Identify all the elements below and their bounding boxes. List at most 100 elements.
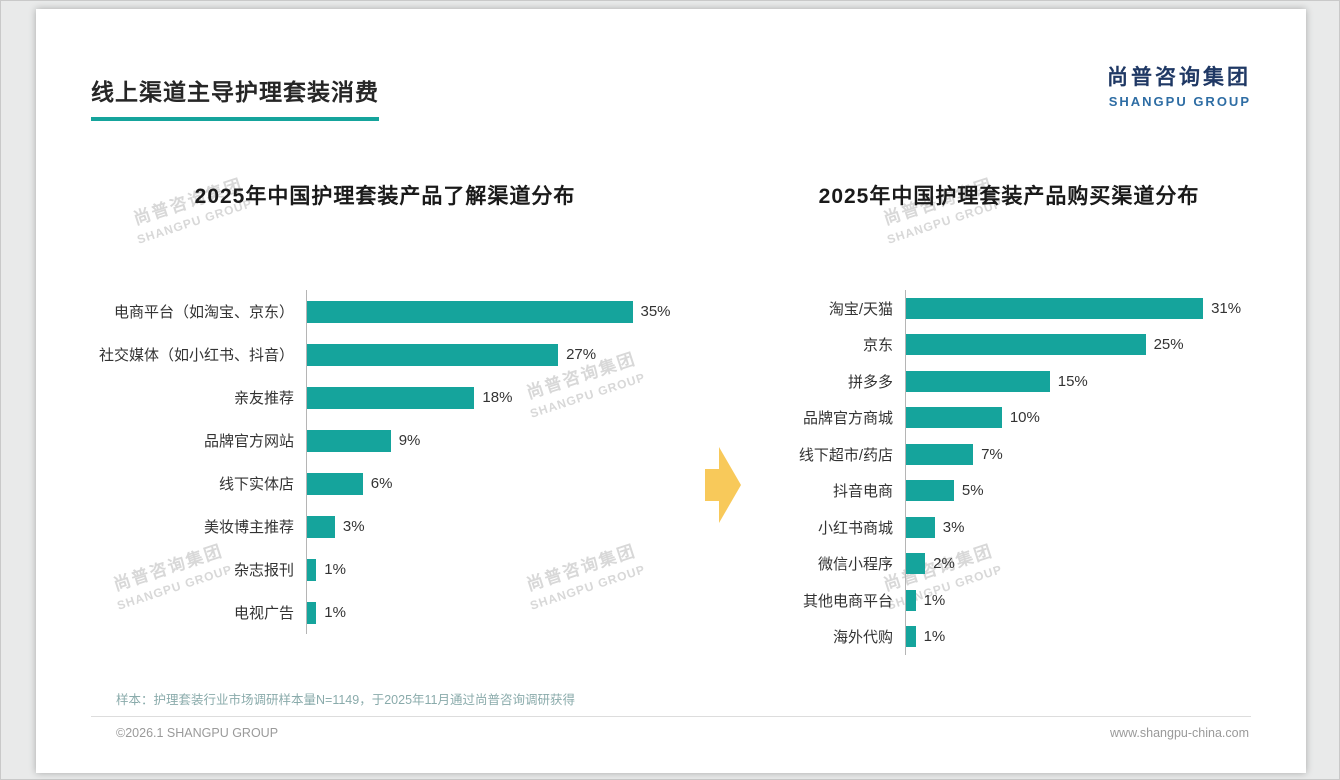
bar-track: 2% (905, 545, 1251, 582)
bar (307, 343, 559, 366)
bar (906, 516, 935, 538)
bar (307, 472, 363, 495)
category-label: 美妆博主推荐 (203, 519, 294, 536)
sample-note: 样本：护理套装行业市场调研样本量N=1149，于2025年11月通过尚普咨询调研… (116, 693, 575, 707)
category-label: 京东 (862, 337, 893, 355)
chart-row: 其他电商平台 1% (767, 582, 1251, 619)
category-label: 亲友推荐 (233, 390, 294, 407)
value-label: 35% (640, 303, 671, 320)
website-url: www.shangpu-china.com (1110, 726, 1249, 740)
value-label: 3% (942, 518, 965, 536)
value-label: 9% (398, 432, 421, 449)
bar-track: 7% (905, 436, 1251, 473)
bar (906, 370, 1050, 392)
category-label: 微信小程序 (817, 556, 893, 574)
bar-track: 10% (905, 399, 1251, 436)
company-logo: 尚普咨询集团 SHANGPU GROUP (1107, 61, 1251, 109)
bar (307, 300, 633, 323)
value-label: 1% (923, 628, 946, 646)
bar-track: 5% (905, 472, 1251, 509)
category-label: 线下超市/药店 (798, 446, 893, 464)
value-label: 7% (981, 445, 1003, 463)
category-label: 其他电商平台 (802, 592, 893, 610)
category-label: 社交媒体（如小红书、抖音） (98, 347, 294, 364)
bar-track: 3% (306, 505, 679, 548)
logo-text-en: SHANGPU GROUP (1108, 94, 1251, 109)
category-label: 品牌官方商城 (802, 410, 893, 428)
footer: ©2026.1 SHANGPU GROUP www.shangpu-china.… (91, 717, 1251, 740)
chart-row: 品牌官方网站 9% (91, 419, 679, 462)
category-label: 拼多多 (847, 373, 893, 391)
bar (906, 407, 1002, 429)
chart-row: 京东 25% (767, 326, 1251, 363)
bar (307, 601, 317, 624)
footer-divider (91, 716, 1251, 717)
bar-track: 1% (905, 618, 1251, 655)
chart-row: 电商平台（如淘宝、京东） 35% (91, 290, 679, 333)
category-label: 淘宝/天猫 (828, 300, 893, 318)
bar-track: 3% (905, 509, 1251, 546)
chart-row: 海外代购 1% (767, 618, 1251, 655)
bar-track: 1% (306, 591, 679, 634)
slide-content: 尚普咨询集团 SHANGPU GROUP 尚普咨询集团 SHANGPU GROU… (36, 9, 1306, 773)
bar-track: 31% (905, 290, 1251, 327)
category-label: 电商平台（如淘宝、京东） (113, 304, 294, 321)
bar-track: 1% (905, 582, 1251, 619)
purchase-channel-chart: 2025年中国护理套装产品购买渠道分布 淘宝/天猫 31% 京东 25% 拼多多 15% 品… (767, 180, 1251, 655)
category-label: 线下实体店 (218, 476, 294, 493)
bar (906, 553, 926, 575)
value-label: 6% (370, 475, 393, 492)
awareness-channel-chart: 2025年中国护理套装产品了解渠道分布 电商平台（如淘宝、京东） 35% 社交媒体（… (91, 180, 679, 655)
bar-chart-rows: 淘宝/天猫 31% 京东 25% 拼多多 15% 品牌官方商城 10% 线下超市/药店 7% 抖音电… (767, 290, 1251, 655)
category-label: 品牌官方网站 (203, 433, 294, 450)
bar-track: 27% (306, 333, 679, 376)
bar-chart-rows: 电商平台（如淘宝、京东） 35% 社交媒体（如小红书、抖音） 27% 亲友推荐 18% 品牌… (91, 290, 679, 634)
chart-row: 线下实体店 6% (91, 462, 679, 505)
value-label: 5% (961, 482, 984, 500)
bar-track: 18% (306, 376, 679, 419)
right-arrow-icon (705, 447, 741, 523)
chart-row: 亲友推荐 18% (91, 376, 679, 419)
chart-row: 小红书商城 3% (767, 509, 1251, 546)
value-label: 10% (1009, 409, 1040, 427)
category-label: 杂志报刊 (233, 562, 294, 579)
bar (906, 589, 916, 611)
value-label: 1% (324, 604, 346, 621)
bar (307, 386, 475, 409)
chart-row: 品牌官方商城 10% (767, 399, 1251, 436)
bar-track: 9% (306, 419, 679, 462)
bar (307, 429, 391, 452)
bar (906, 480, 954, 502)
chart-row: 拼多多 15% (767, 363, 1251, 400)
value-label: 1% (324, 561, 346, 578)
bar-track: 25% (905, 326, 1251, 363)
value-label: 27% (566, 346, 597, 363)
chart-title: 2025年中国护理套装产品购买渠道分布 (818, 185, 1200, 208)
slide: 尚普咨询集团 SHANGPU GROUP 尚普咨询集团 SHANGPU GROU… (36, 9, 1306, 773)
value-label: 18% (482, 389, 513, 406)
chart-title: 2025年中国护理套装产品了解渠道分布 (194, 185, 576, 208)
page-title: 线上渠道主导护理套装消费 (91, 73, 379, 121)
chart-row: 抖音电商 5% (767, 472, 1251, 509)
chart-row: 美妆博主推荐 3% (91, 505, 679, 548)
value-label: 1% (923, 591, 946, 609)
bar (906, 297, 1204, 319)
bar (307, 515, 335, 538)
bar-track: 15% (905, 363, 1251, 400)
value-label: 15% (1057, 372, 1088, 390)
header: 线上渠道主导护理套装消费 尚普咨询集团 SHANGPU GROUP (91, 66, 1251, 121)
bar (307, 558, 317, 581)
chart-row: 社交媒体（如小红书、抖音） 27% (91, 333, 679, 376)
bar (906, 334, 1146, 356)
category-label: 小红书商城 (817, 519, 893, 537)
value-label: 3% (342, 518, 365, 535)
bar-track: 6% (306, 462, 679, 505)
chart-row: 杂志报刊 1% (91, 548, 679, 591)
chart-row: 淘宝/天猫 31% (767, 290, 1251, 327)
value-label: 31% (1211, 299, 1242, 317)
chart-row: 电视广告 1% (91, 591, 679, 634)
value-label: 2% (933, 555, 955, 573)
bar (906, 626, 916, 648)
chart-row: 线下超市/药店 7% (767, 436, 1251, 473)
value-label: 25% (1153, 336, 1184, 354)
